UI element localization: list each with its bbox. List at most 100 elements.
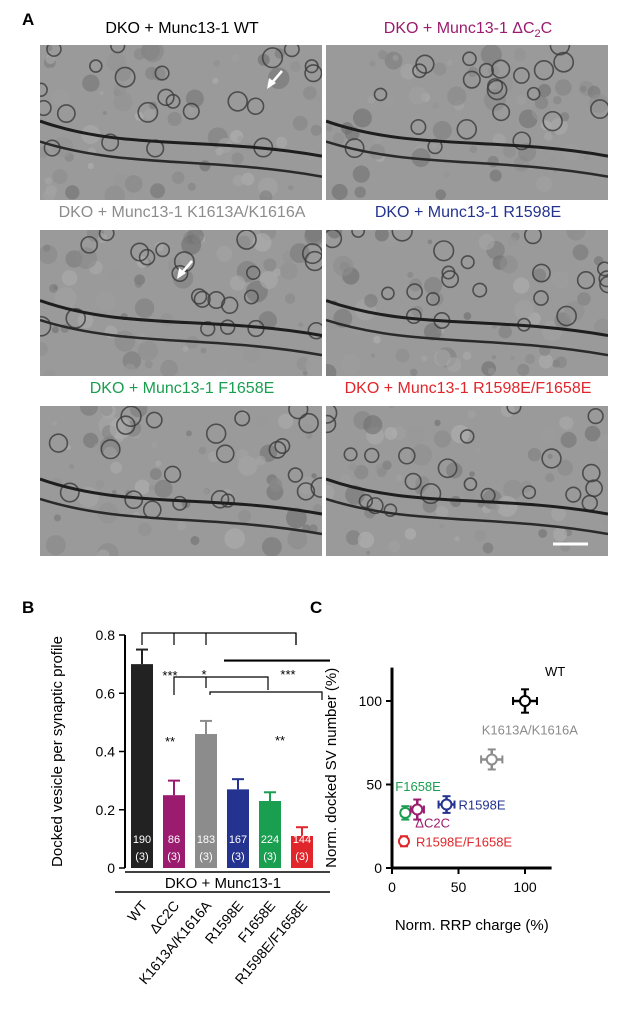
bar-n-cultures: (3) xyxy=(263,851,276,863)
texture-blob xyxy=(270,477,282,489)
texture-blob xyxy=(467,410,476,419)
micrograph-title-text: DKO + Munc13-1 WT xyxy=(105,20,259,37)
texture-blob xyxy=(577,292,591,306)
synaptic-vesicle xyxy=(364,447,380,464)
point-label: R1598E xyxy=(459,798,506,813)
synaptic-vesicle xyxy=(155,242,171,258)
texture-blob xyxy=(150,183,166,199)
texture-blob xyxy=(489,169,502,182)
synaptic-vesicle xyxy=(486,79,508,101)
data-point xyxy=(397,835,410,848)
texture-blob xyxy=(411,148,431,168)
texture-blob xyxy=(259,271,278,290)
bar-n-synapses: 86 xyxy=(168,834,180,846)
micrograph-title: DKO + Munc13-1 R1598E xyxy=(326,204,610,222)
synaptic-vesicle xyxy=(398,446,416,465)
y-tick-label: 0 xyxy=(107,860,115,876)
texture-blob xyxy=(348,462,358,472)
electron-micrograph xyxy=(326,406,608,556)
texture-blob xyxy=(237,235,251,249)
texture-blob xyxy=(553,96,562,105)
synaptic-vesicle xyxy=(154,65,170,81)
texture-blob xyxy=(290,61,301,72)
synaptic-vesicle xyxy=(190,288,208,305)
synaptic-vesicle xyxy=(405,308,422,325)
synaptic-vesicle xyxy=(288,406,309,420)
synaptic-vesicle xyxy=(404,472,422,490)
synaptic-vesicle xyxy=(296,482,316,501)
synaptic-vesicle xyxy=(381,286,395,301)
texture-blob xyxy=(100,406,113,416)
texture-blob xyxy=(527,448,542,462)
synaptic-vesicle xyxy=(491,59,511,79)
electron-micrograph xyxy=(40,45,322,200)
texture-blob xyxy=(502,144,516,158)
electron-micrograph xyxy=(40,230,322,376)
bar xyxy=(259,801,281,868)
texture-blob xyxy=(478,234,495,251)
texture-blob xyxy=(134,298,155,318)
texture-blob xyxy=(432,102,439,110)
data-point xyxy=(519,695,531,707)
y-axis-label: Docked vesicle per synaptic profile xyxy=(49,636,66,867)
texture-blob xyxy=(369,60,376,67)
synaptic-vesicle xyxy=(80,235,99,254)
texture-blob xyxy=(129,406,148,418)
texture-blob xyxy=(367,95,376,104)
texture-blob xyxy=(550,156,556,162)
texture-blob xyxy=(566,230,586,241)
texture-blob xyxy=(407,271,414,278)
texture-blob xyxy=(104,185,125,200)
texture-blob xyxy=(171,171,185,184)
texture-blob xyxy=(487,367,495,375)
texture-blob xyxy=(188,107,195,113)
texture-blob xyxy=(572,244,589,261)
texture-blob xyxy=(154,479,173,498)
point-label: F1658E xyxy=(395,779,441,794)
texture-blob xyxy=(185,430,192,437)
texture-blob xyxy=(446,59,453,66)
texture-blob xyxy=(533,291,548,306)
significance-bracket xyxy=(209,691,323,700)
texture-blob xyxy=(52,169,68,185)
synaptic-vesicle xyxy=(163,465,182,484)
texture-blob xyxy=(314,94,322,101)
texture-blob xyxy=(83,432,99,448)
texture-blob xyxy=(560,431,577,448)
texture-blob xyxy=(454,536,460,542)
electron-micrograph xyxy=(326,45,608,200)
texture-blob xyxy=(82,74,100,92)
synaptic-vesicle xyxy=(227,91,248,112)
group-label: DKO + Munc13-1 xyxy=(165,875,281,892)
texture-blob xyxy=(160,313,174,327)
texture-blob xyxy=(311,473,317,479)
synaptic-vesicle xyxy=(533,60,555,81)
texture-blob xyxy=(305,230,322,243)
texture-blob xyxy=(182,345,189,352)
texture-blob xyxy=(326,124,333,132)
texture-blob xyxy=(332,132,345,145)
texture-blob xyxy=(357,531,375,549)
synaptic-vesicle xyxy=(219,319,236,335)
texture-blob xyxy=(190,536,200,546)
texture-blob xyxy=(496,495,518,517)
y-tick-label: 0.2 xyxy=(96,802,116,818)
synaptic-vesicle xyxy=(210,490,230,509)
synaptic-vesicle xyxy=(492,103,511,122)
texture-blob xyxy=(602,520,608,526)
texture-blob xyxy=(96,549,110,556)
bar-n-cultures: (3) xyxy=(199,851,212,863)
texture-blob xyxy=(545,473,555,483)
texture-blob xyxy=(583,154,590,161)
postsynaptic-membrane xyxy=(326,318,608,357)
texture-blob xyxy=(292,115,308,131)
synaptic-vesicle xyxy=(437,458,458,479)
micrograph-title-subscript: 2 xyxy=(534,28,541,41)
texture-blob xyxy=(551,130,556,136)
texture-blob xyxy=(469,471,475,477)
micrograph-title: DKO + Munc13-1 K1613A/K1616A xyxy=(40,204,324,222)
synaptic-vesicle xyxy=(373,87,388,102)
synaptic-vesicle xyxy=(415,54,435,74)
synaptic-vesicle xyxy=(138,248,156,266)
texture-blob xyxy=(231,152,244,165)
